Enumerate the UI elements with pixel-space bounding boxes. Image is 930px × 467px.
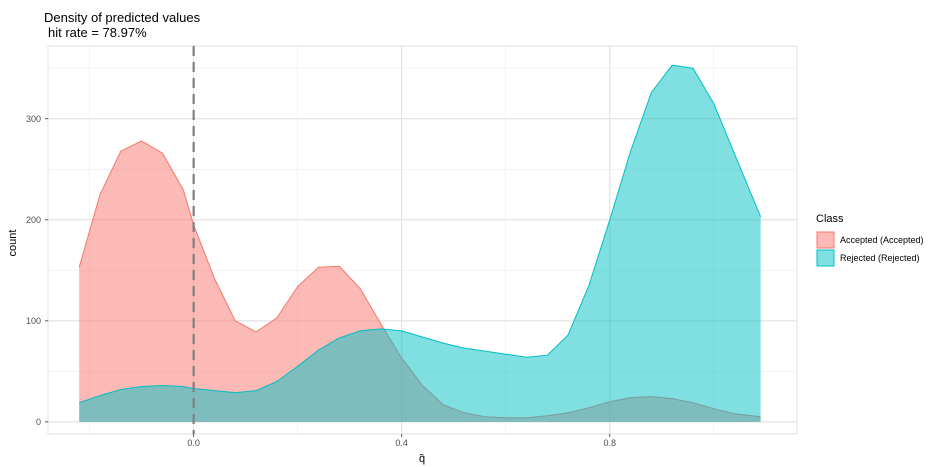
legend-label-rejected: Rejected (Rejected): [840, 253, 920, 263]
legend-key-rejected: [816, 249, 835, 267]
legend-label-accepted: Accepted (Accepted): [840, 235, 924, 245]
chart-subtitle: hit rate = 78.97%: [48, 25, 147, 40]
legend: Class Accepted (Accepted) Rejected (Rejec…: [816, 213, 924, 267]
density-area-rejected: [79, 65, 761, 422]
density-line-rejected: [79, 64, 762, 404]
x-axis-ticks: 0.0 0.4 0.8: [187, 434, 616, 448]
x-tick-label: 0.0: [187, 438, 200, 448]
density-area-accepted: [79, 141, 761, 422]
density-areas: [78, 64, 762, 422]
legend-key-accepted: [816, 231, 835, 249]
x-tick-label: 0.4: [395, 438, 408, 448]
y-tick-label: 100: [26, 316, 41, 326]
y-tick-label: 300: [26, 114, 41, 124]
x-tick-label: 0.8: [603, 438, 616, 448]
y-axis-title: count: [7, 230, 19, 257]
legend-title: Class: [816, 213, 844, 225]
y-axis-ticks: 0 100 200 300: [26, 114, 48, 427]
y-tick-label: 0: [36, 417, 41, 427]
chart-title: Density of predicted values: [44, 10, 201, 25]
y-tick-label: 200: [26, 215, 41, 225]
x-axis-title: q̃: [419, 453, 425, 465]
